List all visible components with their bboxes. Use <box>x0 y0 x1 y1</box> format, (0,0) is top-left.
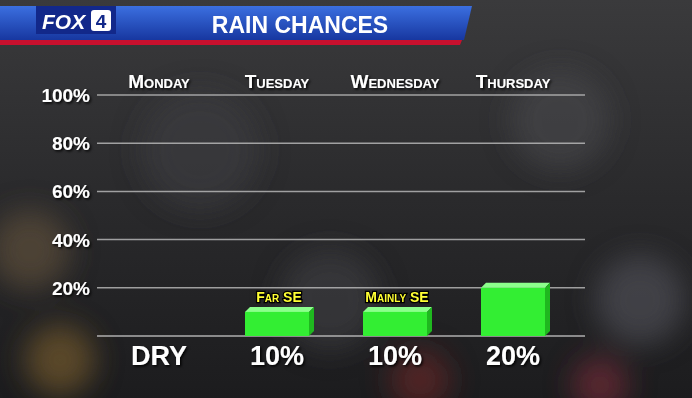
data-label: 10% <box>368 341 422 371</box>
y-tick-label: 40% <box>52 230 90 251</box>
logo-box <box>36 6 116 34</box>
bokeh <box>25 325 95 395</box>
bar <box>481 288 545 336</box>
chart: FOX 4 RAIN CHANCES 20% 40% 60% 80% 100% Monday Tu… <box>0 0 692 398</box>
bar-top <box>481 283 550 288</box>
bar-side <box>427 307 432 336</box>
data-label: DRY <box>131 341 187 371</box>
category-label: Wednesday <box>351 71 440 92</box>
title: RAIN CHANCES <box>212 12 388 38</box>
header-banner <box>0 6 472 40</box>
data-label: 20% <box>486 341 540 371</box>
y-tick-label: 20% <box>52 278 90 299</box>
logo-text: FOX <box>42 10 87 33</box>
y-tick-label: 100% <box>41 85 90 106</box>
header-stripe <box>0 40 462 45</box>
logo-number-box <box>91 10 111 31</box>
bar <box>363 312 427 336</box>
background <box>0 0 692 398</box>
data-label: 10% <box>250 341 304 371</box>
logo-number: 4 <box>96 11 107 32</box>
bar <box>245 312 309 336</box>
grid-line <box>97 94 585 96</box>
grid-line <box>97 239 585 241</box>
category-label: Thursday <box>476 71 551 92</box>
grid <box>97 95 585 288</box>
y-tick-label: 80% <box>52 133 90 154</box>
bar-top <box>363 307 432 312</box>
bokeh <box>572 357 628 398</box>
chart-root: FOX 4 RAIN CHANCES 20% 40% 60% 80% 100% Monday Tu… <box>0 0 692 398</box>
bar-top <box>245 307 314 312</box>
bar-side <box>545 283 550 336</box>
y-tick-label: 60% <box>52 181 90 202</box>
bar-side <box>309 307 314 336</box>
grid-line <box>97 191 585 193</box>
category-label: Tuesday <box>245 71 310 92</box>
grid-line <box>97 142 585 144</box>
background-bokeh <box>0 70 685 398</box>
category-label: Monday <box>128 71 190 92</box>
bars <box>245 283 550 336</box>
bokeh <box>595 255 685 345</box>
annotation: Far SE <box>256 289 302 305</box>
annotation: Mainly SE <box>365 289 428 305</box>
bar <box>127 336 191 337</box>
